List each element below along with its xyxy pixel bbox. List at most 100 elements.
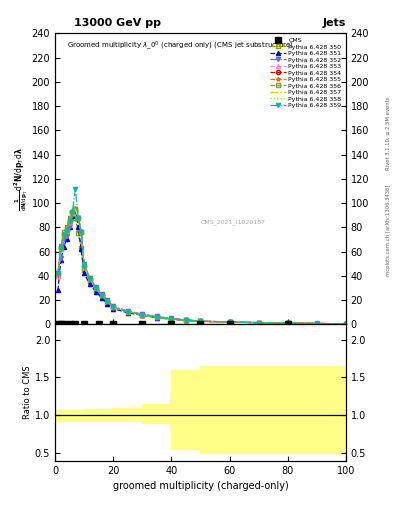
Pythia 6.428 352: [105, 297, 110, 303]
Pythia 6.428 356: [184, 317, 188, 323]
Pythia 6.428 356: [94, 285, 98, 291]
Pythia 6.428 359: [67, 218, 72, 224]
Line: Pythia 6.428 354: Pythia 6.428 354: [56, 207, 348, 326]
Pythia 6.428 355: [140, 312, 145, 318]
Pythia 6.428 354: [99, 292, 104, 298]
Line: Pythia 6.428 359: Pythia 6.428 359: [56, 186, 348, 326]
Pythia 6.428 358: [55, 270, 60, 276]
Pythia 6.428 353: [88, 276, 92, 283]
Pythia 6.428 357: [169, 316, 174, 322]
Pythia 6.428 352: [154, 313, 159, 319]
Pythia 6.428 353: [154, 314, 159, 320]
Pythia 6.428 353: [227, 319, 232, 325]
Pythia 6.428 352: [73, 206, 78, 212]
Pythia 6.428 357: [227, 319, 232, 325]
Pythia 6.428 359: [82, 263, 86, 269]
Pythia 6.428 352: [343, 321, 348, 327]
Pythia 6.428 358: [256, 319, 261, 326]
Pythia 6.428 350: [343, 321, 348, 327]
Pythia 6.428 357: [154, 314, 159, 320]
Pythia 6.428 351: [79, 246, 84, 252]
Pythia 6.428 350: [55, 273, 60, 279]
Pythia 6.428 356: [76, 215, 81, 221]
Pythia 6.428 356: [64, 227, 69, 233]
Pythia 6.428 352: [198, 318, 203, 324]
Pythia 6.428 356: [169, 316, 174, 322]
Line: Pythia 6.428 351: Pythia 6.428 351: [56, 207, 348, 326]
Pythia 6.428 350: [314, 321, 319, 327]
Pythia 6.428 351: [82, 270, 86, 276]
Pythia 6.428 358: [88, 276, 92, 283]
Pythia 6.428 359: [184, 317, 188, 323]
Pythia 6.428 358: [111, 304, 116, 310]
Y-axis label: $\mathbf{\frac{1}{\mathrm{d}N / \mathrm{d}p_{\mathrm{T}}}\mathrm{d}^2N / \mathrm: $\mathbf{\frac{1}{\mathrm{d}N / \mathrm{…: [13, 147, 30, 211]
Pythia 6.428 353: [64, 228, 69, 234]
Pythia 6.428 353: [70, 210, 75, 216]
Text: Rivet 3.1.10, ≥ 2.5M events: Rivet 3.1.10, ≥ 2.5M events: [386, 96, 391, 170]
Pythia 6.428 356: [61, 231, 66, 238]
Pythia 6.428 351: [125, 310, 130, 316]
Text: CMS_2021_I1920187: CMS_2021_I1920187: [200, 220, 265, 225]
Pythia 6.428 351: [88, 281, 92, 287]
CMS: [55, 322, 60, 328]
Pythia 6.428 357: [55, 270, 60, 276]
Pythia 6.428 359: [256, 319, 261, 326]
Pythia 6.428 354: [82, 263, 86, 269]
CMS: [73, 322, 78, 328]
Pythia 6.428 354: [154, 314, 159, 320]
Pythia 6.428 352: [227, 319, 232, 325]
Pythia 6.428 358: [82, 263, 86, 269]
Pythia 6.428 355: [105, 298, 110, 305]
Pythia 6.428 359: [61, 231, 66, 238]
Pythia 6.428 352: [79, 229, 84, 235]
Pythia 6.428 353: [76, 215, 81, 221]
Pythia 6.428 353: [125, 309, 130, 315]
Pythia 6.428 357: [125, 309, 130, 315]
Pythia 6.428 352: [82, 261, 86, 267]
Pythia 6.428 355: [59, 245, 63, 251]
Pythia 6.428 355: [314, 321, 319, 327]
Pythia 6.428 359: [94, 285, 98, 291]
Pythia 6.428 351: [59, 257, 63, 263]
Pythia 6.428 357: [343, 321, 348, 327]
Pythia 6.428 350: [59, 243, 63, 249]
Pythia 6.428 356: [73, 206, 78, 212]
Pythia 6.428 359: [88, 276, 92, 283]
Pythia 6.428 358: [105, 298, 110, 305]
Pythia 6.428 355: [285, 320, 290, 326]
Pythia 6.428 359: [79, 229, 84, 235]
Pythia 6.428 353: [82, 263, 86, 269]
Pythia 6.428 359: [169, 316, 174, 322]
Pythia 6.428 354: [105, 298, 110, 305]
Pythia 6.428 354: [70, 208, 75, 215]
Pythia 6.428 354: [76, 215, 81, 221]
Pythia 6.428 350: [61, 229, 66, 235]
CMS: [59, 322, 63, 328]
Pythia 6.428 356: [88, 276, 92, 283]
Pythia 6.428 352: [314, 321, 319, 327]
Pythia 6.428 353: [285, 320, 290, 326]
Pythia 6.428 350: [64, 224, 69, 230]
Pythia 6.428 351: [169, 316, 174, 323]
Pythia 6.428 350: [76, 230, 81, 237]
CMS: [111, 322, 116, 328]
Pythia 6.428 356: [105, 298, 110, 305]
Legend: CMS, Pythia 6.428 350, Pythia 6.428 351, Pythia 6.428 352, Pythia 6.428 353, Pyt: CMS, Pythia 6.428 350, Pythia 6.428 351,…: [269, 36, 343, 109]
Pythia 6.428 351: [61, 244, 66, 250]
Pythia 6.428 357: [88, 276, 92, 283]
Pythia 6.428 350: [285, 320, 290, 326]
Pythia 6.428 356: [343, 321, 348, 327]
Pythia 6.428 356: [125, 309, 130, 315]
Pythia 6.428 351: [64, 237, 69, 243]
Pythia 6.428 350: [67, 215, 72, 221]
Pythia 6.428 355: [198, 318, 203, 324]
Pythia 6.428 351: [140, 312, 145, 318]
Pythia 6.428 351: [154, 314, 159, 321]
Pythia 6.428 354: [67, 218, 72, 224]
Pythia 6.428 355: [82, 263, 86, 269]
Pythia 6.428 350: [227, 319, 232, 325]
Pythia 6.428 350: [198, 318, 203, 325]
Pythia 6.428 351: [76, 224, 81, 230]
Pythia 6.428 350: [184, 317, 188, 323]
Pythia 6.428 355: [343, 321, 348, 327]
